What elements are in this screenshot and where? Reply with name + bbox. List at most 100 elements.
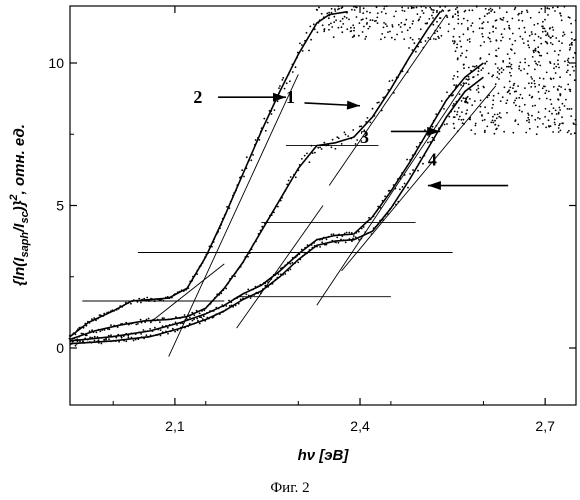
noise-point [391, 24, 393, 26]
noise-point [501, 72, 503, 74]
noise-point [361, 19, 363, 21]
noise-point [510, 66, 512, 68]
noise-point [433, 38, 435, 40]
noise-point [465, 56, 467, 58]
noise-point [416, 7, 418, 9]
noise-point [535, 50, 537, 52]
noise-point [481, 23, 483, 25]
noise-point [569, 108, 571, 110]
noise-point [401, 7, 403, 9]
series-2-point [301, 44, 303, 46]
noise-point [456, 7, 458, 9]
series-2-point [236, 184, 238, 186]
series-2-point [213, 238, 215, 240]
noise-point [490, 41, 492, 43]
noise-point [558, 40, 560, 42]
series-2-point [188, 287, 190, 289]
series-1-point [321, 148, 323, 150]
noise-point [501, 33, 503, 35]
series-2-point [222, 218, 224, 220]
noise-point [534, 83, 536, 85]
series-3-point [331, 234, 333, 236]
noise-point [541, 8, 543, 10]
noise-point [492, 25, 494, 27]
series-1-point [365, 121, 367, 123]
noise-point [544, 92, 546, 94]
noise-point [331, 26, 333, 28]
noise-point [538, 12, 540, 14]
y-axis-title: {ln(Isaph/Isc)}2, отн. ед. [8, 124, 31, 286]
series-2-point [260, 131, 262, 133]
series-1-point [405, 63, 407, 65]
noise-point [448, 23, 450, 25]
series-4-point [229, 305, 231, 307]
series-1-point [293, 174, 295, 176]
series-4-point [429, 141, 431, 143]
series-2-point [220, 224, 222, 226]
series-2-point [277, 100, 279, 102]
noise-point [496, 117, 498, 119]
noise-point [506, 99, 508, 101]
series-1-point [341, 143, 343, 145]
series-3-point [132, 333, 134, 335]
noise-point [552, 29, 554, 31]
series-1-point [253, 243, 255, 245]
series-3-point [140, 333, 142, 335]
noise-point [543, 85, 545, 87]
noise-point [460, 46, 462, 48]
series-2-point [271, 113, 273, 115]
series-1-point [167, 318, 169, 320]
noise-point [524, 27, 526, 29]
series-1-point [135, 324, 137, 326]
noise-point [508, 66, 510, 68]
noise-point [515, 105, 517, 107]
noise-point [353, 36, 355, 38]
noise-point [501, 19, 503, 21]
series-3-point [459, 93, 461, 95]
series-2-point [296, 57, 298, 59]
series-1-point [214, 297, 216, 299]
noise-point [471, 104, 473, 106]
series-1-point [345, 134, 347, 136]
noise-point [376, 17, 378, 19]
noise-point [530, 86, 532, 88]
noise-point [474, 100, 476, 102]
series-4-point [272, 283, 274, 285]
series-2-point [202, 262, 204, 264]
noise-point [552, 131, 554, 133]
series-2-point [200, 265, 202, 267]
series-3-point [326, 238, 328, 240]
series-4-point [135, 339, 137, 341]
noise-point [549, 27, 551, 29]
noise-point [494, 120, 496, 122]
series-4-point [191, 324, 193, 326]
noise-point [438, 37, 440, 39]
noise-point [552, 26, 554, 28]
series-4-point [267, 286, 269, 288]
noise-point [517, 124, 519, 126]
series-1-point [432, 24, 434, 26]
noise-point [372, 19, 374, 21]
noise-point [570, 23, 572, 25]
series-4 [70, 69, 485, 346]
noise-point [545, 108, 547, 110]
noise-point [554, 119, 556, 121]
series-3-point [143, 329, 145, 331]
noise-point [519, 62, 521, 64]
series-1-point [370, 122, 372, 124]
series-1-point [73, 338, 75, 340]
series-1-point [301, 158, 303, 160]
series-4-point [202, 318, 204, 320]
series-2-point [177, 291, 179, 293]
series-4-point [150, 334, 152, 336]
series-2-point [310, 39, 312, 41]
series-1-point [128, 324, 130, 326]
noise-point [498, 93, 500, 95]
noise-point [453, 123, 455, 125]
series-2-point [250, 159, 252, 161]
noise-point [385, 13, 387, 15]
series-2-point [191, 280, 193, 282]
series-4-point [367, 232, 369, 234]
noise-point [456, 114, 458, 116]
series-2-point [204, 256, 206, 258]
